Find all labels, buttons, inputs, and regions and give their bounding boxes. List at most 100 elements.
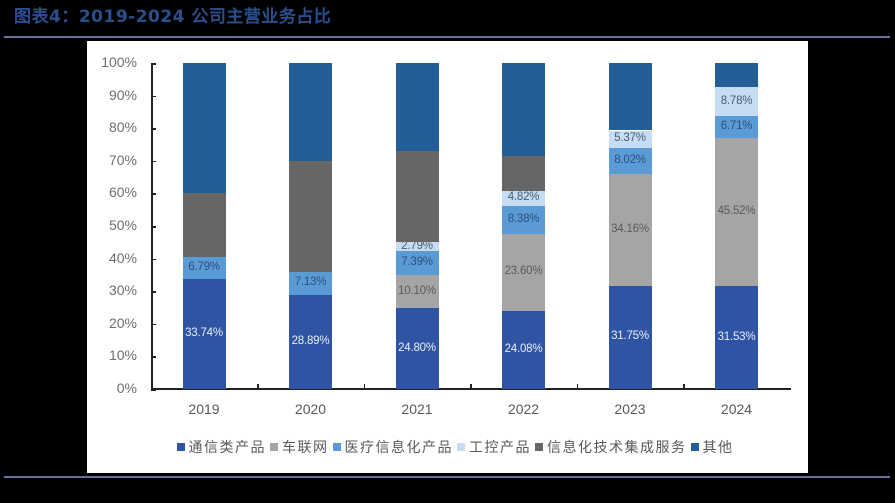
data-label: 10.10%: [398, 284, 436, 297]
chart-title: 图表4：2019-2024 公司主营业务占比: [14, 7, 332, 27]
x-tick-label: 2024: [720, 401, 753, 417]
data-label: 7.39%: [401, 256, 433, 269]
top-divider: [4, 36, 890, 38]
y-tick-mark: [151, 258, 156, 261]
x-tick-mark: [363, 384, 366, 389]
data-label: 24.80%: [398, 341, 436, 354]
legend-swatch-icon: [457, 443, 465, 451]
bar-segment: 7.13%: [289, 271, 332, 295]
bar-segment: 8.38%: [502, 206, 545, 234]
bar-segment: 23.60%: [502, 233, 545, 311]
y-tick-label: 80%: [108, 119, 137, 136]
y-tick-label: 30%: [108, 282, 137, 299]
data-label: 5.37%: [614, 132, 646, 145]
bar-segment: 33.74%: [182, 279, 226, 389]
y-tick-label: 60%: [108, 184, 137, 201]
x-tick-label: 2022: [507, 401, 540, 417]
y-tick-mark: [151, 226, 156, 228]
legend-label: 信息化技术集成服务: [547, 440, 687, 456]
x-tick-mark: [683, 384, 685, 389]
bar-segment: 4.82%: [502, 190, 545, 207]
bar-segment: 10.10%: [395, 275, 439, 309]
y-tick-label: 90%: [108, 86, 137, 103]
data-label: 33.74%: [185, 327, 223, 339]
chart-panel: 0% 10% 20% 30% 40% 50% 60% 70% 80% 90% 100% 33.74%…: [87, 41, 808, 473]
bar-segment: [182, 63, 226, 194]
y-tick-mark: [151, 389, 156, 391]
x-tick-mark: [470, 384, 472, 389]
data-label: 24.08%: [504, 342, 543, 355]
legend-label: 其他: [702, 440, 734, 456]
legend-swatch-icon: [690, 443, 699, 451]
bar-segment: [289, 63, 332, 161]
bar-segment: [395, 151, 439, 243]
y-tick-label: 50%: [108, 217, 137, 233]
bar-segment: 6.79%: [182, 256, 226, 280]
bar-segment: 7.39%: [395, 251, 439, 276]
x-tick-label: 2023: [614, 401, 646, 417]
bar-segment: 45.52%: [715, 137, 758, 287]
data-label: 45.52%: [717, 205, 756, 218]
bar-segment: 2.79%: [395, 239, 439, 252]
legend-label: 通信类产品: [188, 440, 266, 456]
bar-segment: 34.16%: [608, 174, 652, 286]
legend-item: 医疗信息化产品: [332, 437, 454, 457]
y-tick-label: 100%: [101, 54, 137, 70]
bar-segment: [502, 155, 545, 191]
x-tick-mark: [576, 384, 579, 389]
bar-segment: 6.71%: [715, 115, 758, 138]
bar-2019: 33.74% 6.79%: [182, 63, 226, 389]
y-tick-mark: [151, 193, 156, 195]
legend: 通信类产品 车联网 医疗信息化产品 工控产品 信息化技术集成服务 其他: [127, 437, 787, 457]
data-label: 28.89%: [291, 334, 330, 347]
legend-label: 车联网: [282, 440, 329, 456]
legend-item: 其他: [690, 437, 734, 457]
bar-2023: 31.75% 34.16% 8.02% 5.37%: [608, 63, 652, 389]
bar-segment: [182, 193, 226, 257]
y-tick-mark: [151, 128, 156, 130]
y-tick-mark: [151, 291, 156, 293]
x-tick-mark: [257, 384, 259, 389]
bar-segment: [289, 160, 332, 272]
legend-swatch-icon: [270, 443, 278, 451]
x-tick-label: 2020: [294, 401, 327, 417]
bar-segment: 8.02%: [608, 148, 652, 175]
bar-segment: 31.75%: [608, 285, 652, 389]
y-tick-mark: [151, 323, 156, 326]
data-label: 7.13%: [294, 276, 327, 289]
bar-segment: 24.08%: [502, 310, 545, 389]
legend-item: 通信类产品: [176, 437, 267, 457]
bar-segment: [395, 63, 439, 152]
legend-label: 医疗信息化产品: [344, 440, 453, 456]
data-label: 34.16%: [611, 222, 649, 235]
legend-item: 工控产品: [457, 437, 531, 457]
bar-2020: 28.89% 7.13%: [289, 63, 332, 389]
bar-segment: 5.37%: [608, 130, 652, 148]
bar-segment: [715, 63, 758, 88]
data-label: 2.79%: [401, 239, 433, 252]
legend-label: 工控产品: [469, 440, 531, 456]
y-tick-label: 40%: [108, 249, 137, 266]
data-label: 4.82%: [507, 191, 540, 204]
legend-item: 车联网: [270, 437, 329, 457]
legend-item: 信息化技术集成服务: [535, 437, 687, 457]
legend-swatch-icon: [332, 443, 341, 451]
y-tick-label: 0%: [116, 380, 137, 396]
y-tick-label: 10%: [108, 347, 137, 364]
bar-2021: 24.80% 10.10% 7.39% 2.79%: [395, 63, 439, 389]
bar-segment: [502, 63, 545, 156]
x-tick-label: 2021: [401, 401, 433, 417]
y-tick-mark: [151, 95, 156, 98]
x-tick-label: 2019: [188, 401, 220, 417]
bar-segment: [608, 63, 652, 131]
y-tick-mark: [151, 160, 156, 163]
bottom-divider: [4, 476, 890, 478]
data-label: 6.79%: [188, 260, 220, 273]
data-label: 31.75%: [611, 330, 649, 343]
legend-swatch-icon: [176, 443, 185, 451]
data-label: 6.71%: [720, 119, 753, 132]
data-label: 23.60%: [504, 265, 543, 278]
legend-swatch-icon: [535, 443, 543, 451]
data-label: 8.38%: [507, 212, 540, 225]
bar-segment: 24.80%: [395, 308, 439, 389]
